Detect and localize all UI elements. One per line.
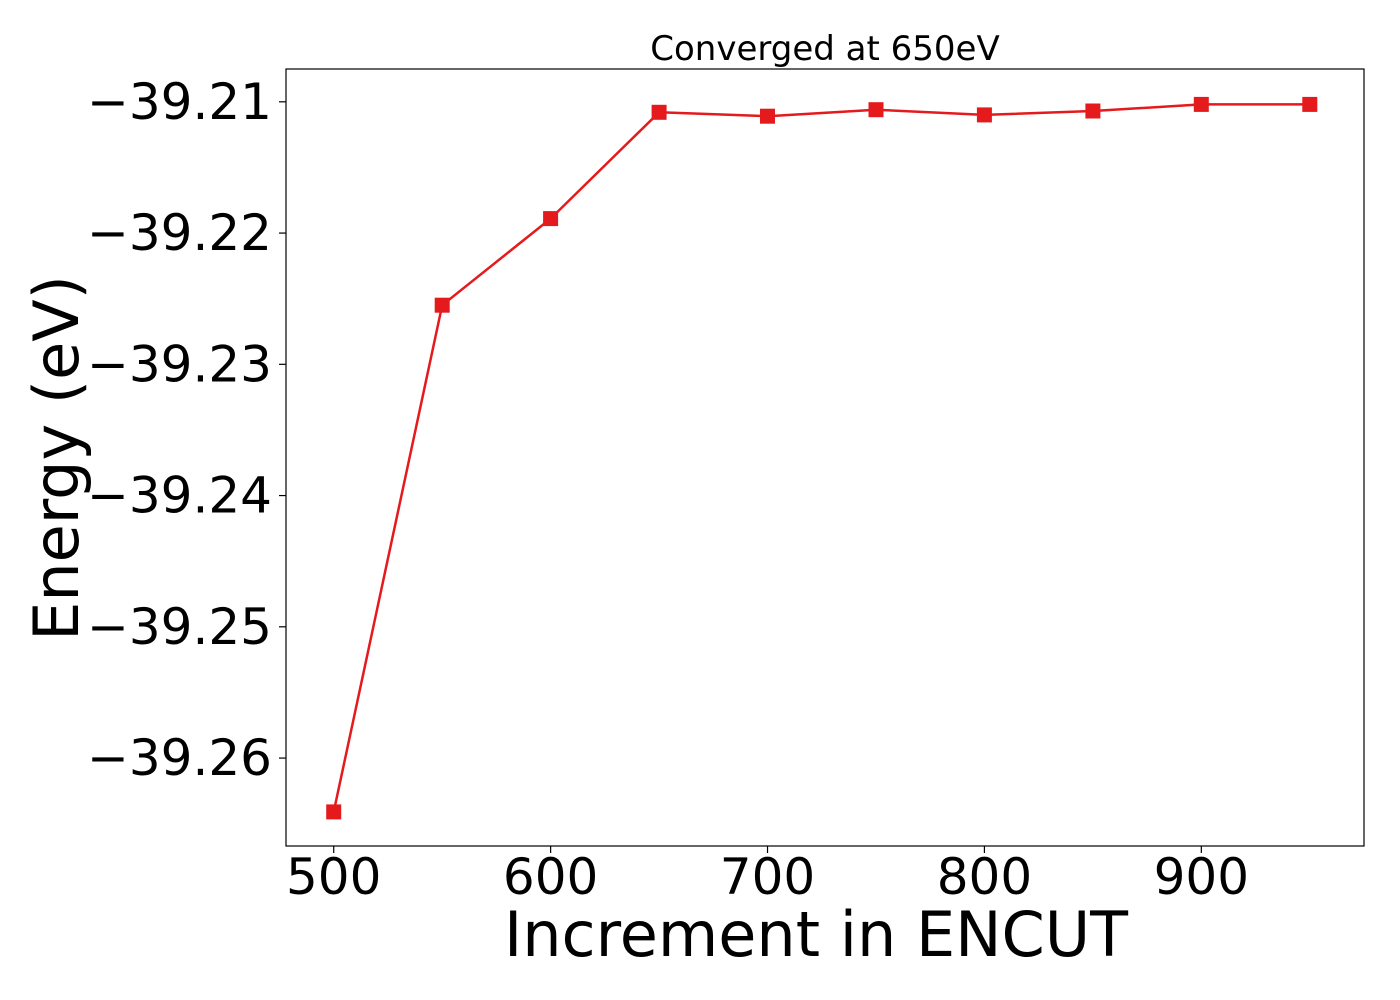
data-point bbox=[326, 804, 342, 820]
x-tick-label: 800 bbox=[937, 848, 1032, 906]
y-tick-label: −39.22 bbox=[87, 204, 272, 262]
x-tick-label: 500 bbox=[286, 848, 381, 906]
x-tick-label: 900 bbox=[1154, 848, 1249, 906]
y-tick-label: −39.21 bbox=[87, 73, 272, 131]
data-point bbox=[760, 108, 775, 124]
data-point bbox=[868, 102, 884, 118]
plot-area: 500 600 700 800 900 −39.26 −39.25 −39.24 −39.23 −… bbox=[87, 68, 1365, 906]
data-point bbox=[651, 104, 667, 120]
y-tick-label: −39.24 bbox=[87, 467, 272, 525]
data-point bbox=[1193, 96, 1209, 112]
x-tick-label: 600 bbox=[503, 848, 598, 906]
series-line bbox=[332, 103, 1310, 813]
data-point bbox=[543, 211, 559, 227]
data-point bbox=[1085, 103, 1101, 119]
data-point bbox=[434, 297, 450, 313]
y-axis-label: Energy (eV) bbox=[20, 275, 93, 641]
y-tick-label: −39.26 bbox=[87, 729, 272, 787]
plot-frame bbox=[285, 68, 1365, 847]
data-point bbox=[1302, 96, 1318, 112]
x-axis-label: Increment in ENCUT bbox=[504, 898, 1129, 971]
chart-title: Converged at 650eV bbox=[650, 29, 999, 69]
x-tick-label: 700 bbox=[720, 848, 815, 906]
y-tick-label: −39.23 bbox=[87, 335, 272, 393]
y-tick-label: −39.25 bbox=[87, 598, 272, 656]
data-point bbox=[976, 107, 992, 123]
